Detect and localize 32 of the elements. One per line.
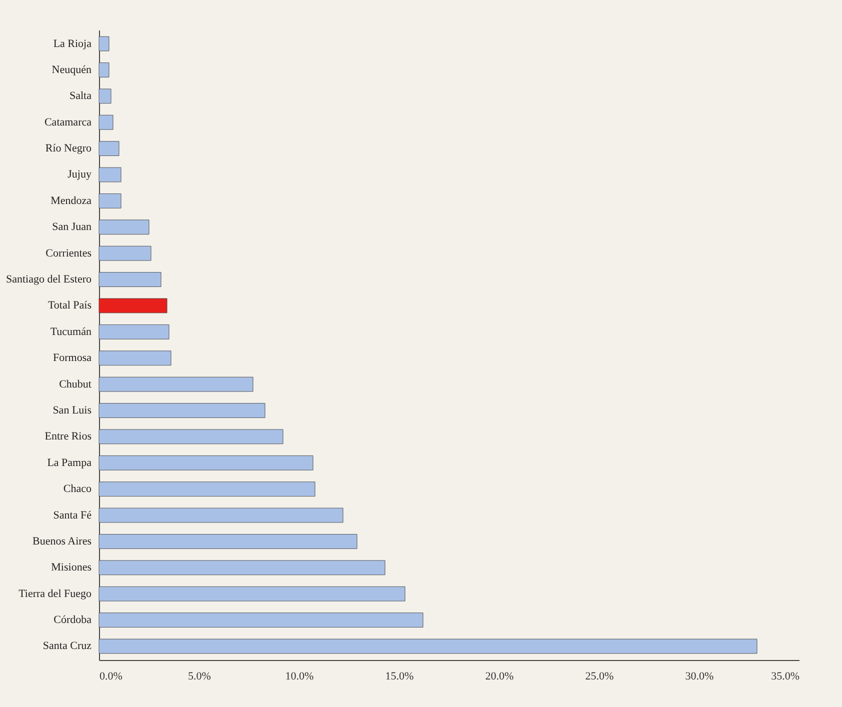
y-tick-label: San Juan [52, 221, 92, 234]
y-tick-label: Córdoba [54, 614, 92, 626]
y-tick-label: Formosa [53, 352, 92, 364]
y-tick-label: Santa Fé [53, 509, 92, 522]
x-tick-label: 0.0% [100, 670, 122, 682]
y-tick-label: Neuquén [52, 64, 92, 76]
y-tick-label: Total País [48, 300, 92, 312]
x-tick-label: 20.0% [485, 670, 514, 682]
x-tick-label: 5.0% [188, 670, 211, 682]
y-tick-label: Mendoza [50, 194, 92, 207]
x-tick-label: 35.0% [771, 670, 800, 682]
y-tick-label: Jujuy [68, 168, 92, 181]
y-tick-label: Santiago del Estero [6, 274, 92, 286]
y-tick-label: Tierra del Fuego [18, 588, 92, 600]
y-tick-label: Santa Cruz [42, 640, 92, 652]
y-tick-label: Tucumán [50, 326, 92, 338]
y-tick-label: Corrientes [46, 247, 92, 260]
x-tick-label: 30.0% [685, 670, 714, 682]
y-tick-label: Misiones [51, 562, 92, 574]
x-tick-label: 10.0% [285, 670, 314, 682]
y-tick-label: Entre Rios [44, 430, 92, 443]
y-tick-label: San Luis [52, 404, 92, 416]
y-tick-label: Río Negro [45, 142, 92, 155]
y-tick-label: Buenos Aires [32, 535, 92, 548]
y-tick-label: Chaco [63, 483, 92, 496]
x-tick-label: 25.0% [585, 670, 614, 682]
x-tick-label: 15.0% [385, 670, 414, 682]
y-tick-label: La Rioja [53, 38, 92, 50]
y-tick-label: La Pampa [47, 456, 92, 469]
y-tick-label: Catamarca [44, 116, 92, 128]
y-tick-label: Salta [70, 90, 92, 102]
y-tick-label: Chubut [59, 378, 92, 390]
